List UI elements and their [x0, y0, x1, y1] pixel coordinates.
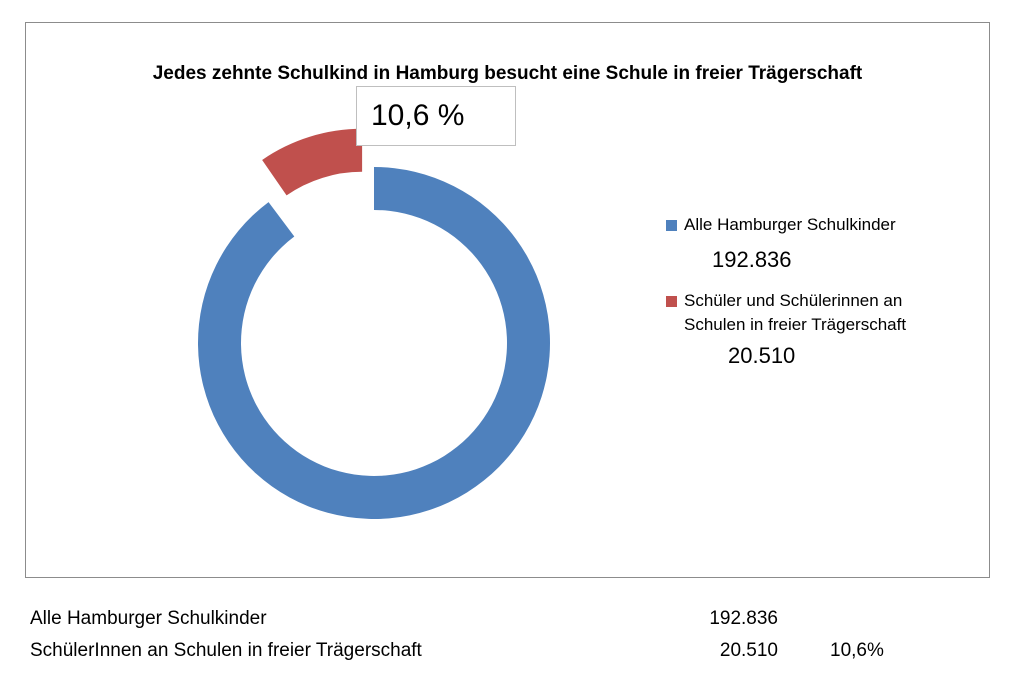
- chart-frame: Jedes zehnte Schulkind in Hamburg besuch…: [25, 22, 990, 578]
- legend-item-freie-traegerschaft: Schüler und Schülerinnen an Schulen in f…: [666, 289, 966, 337]
- percentage-callout: 10,6 %: [356, 86, 516, 146]
- donut-slice-alle-schulkinder: [197, 167, 551, 519]
- summary-value: 20.510: [719, 640, 778, 661]
- summary-table: Alle Hamburger Schulkinder 192.836 Schül…: [30, 603, 930, 667]
- summary-label: Alle Hamburger Schulkinder: [30, 608, 267, 629]
- legend-swatch-blue: [666, 220, 677, 231]
- legend-label: Schüler und Schülerinnen an Schulen in f…: [684, 291, 907, 334]
- table-row: Alle Hamburger Schulkinder 192.836: [30, 603, 930, 635]
- legend-value-alle-schulkinder: 192.836: [712, 247, 792, 272]
- table-row: SchülerInnen an Schulen in freier Träger…: [30, 635, 930, 667]
- summary-value: 192.836: [709, 608, 778, 629]
- summary-percent: 10,6%: [830, 640, 884, 661]
- legend-label: Alle Hamburger Schulkinder: [684, 215, 896, 234]
- summary-label: SchülerInnen an Schulen in freier Träger…: [30, 640, 422, 661]
- legend-item-alle-schulkinder: Alle Hamburger Schulkinder: [666, 213, 966, 237]
- chart-title: Jedes zehnte Schulkind in Hamburg besuch…: [152, 63, 863, 84]
- legend-swatch-red: [666, 296, 677, 307]
- legend-value-freie-traegerschaft: 20.510: [728, 343, 796, 368]
- donut-slice-freie-traegerschaft: [262, 128, 363, 196]
- donut-chart: [197, 128, 551, 519]
- legend: Alle Hamburger Schulkinder 192.836 Schül…: [666, 213, 966, 369]
